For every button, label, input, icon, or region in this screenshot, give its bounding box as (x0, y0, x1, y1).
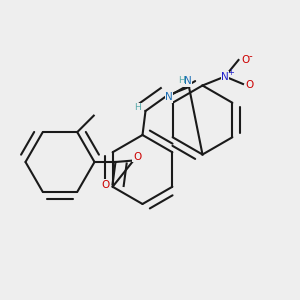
Text: N: N (221, 71, 229, 82)
Text: O: O (133, 152, 141, 162)
Text: H: H (135, 103, 141, 112)
Text: N: N (184, 76, 191, 86)
Text: H: H (178, 76, 185, 85)
Text: O: O (102, 179, 110, 190)
Text: N: N (165, 92, 173, 103)
Text: -: - (248, 51, 252, 62)
Text: O: O (241, 55, 249, 65)
Text: O: O (245, 80, 254, 91)
Text: +: + (227, 68, 234, 77)
